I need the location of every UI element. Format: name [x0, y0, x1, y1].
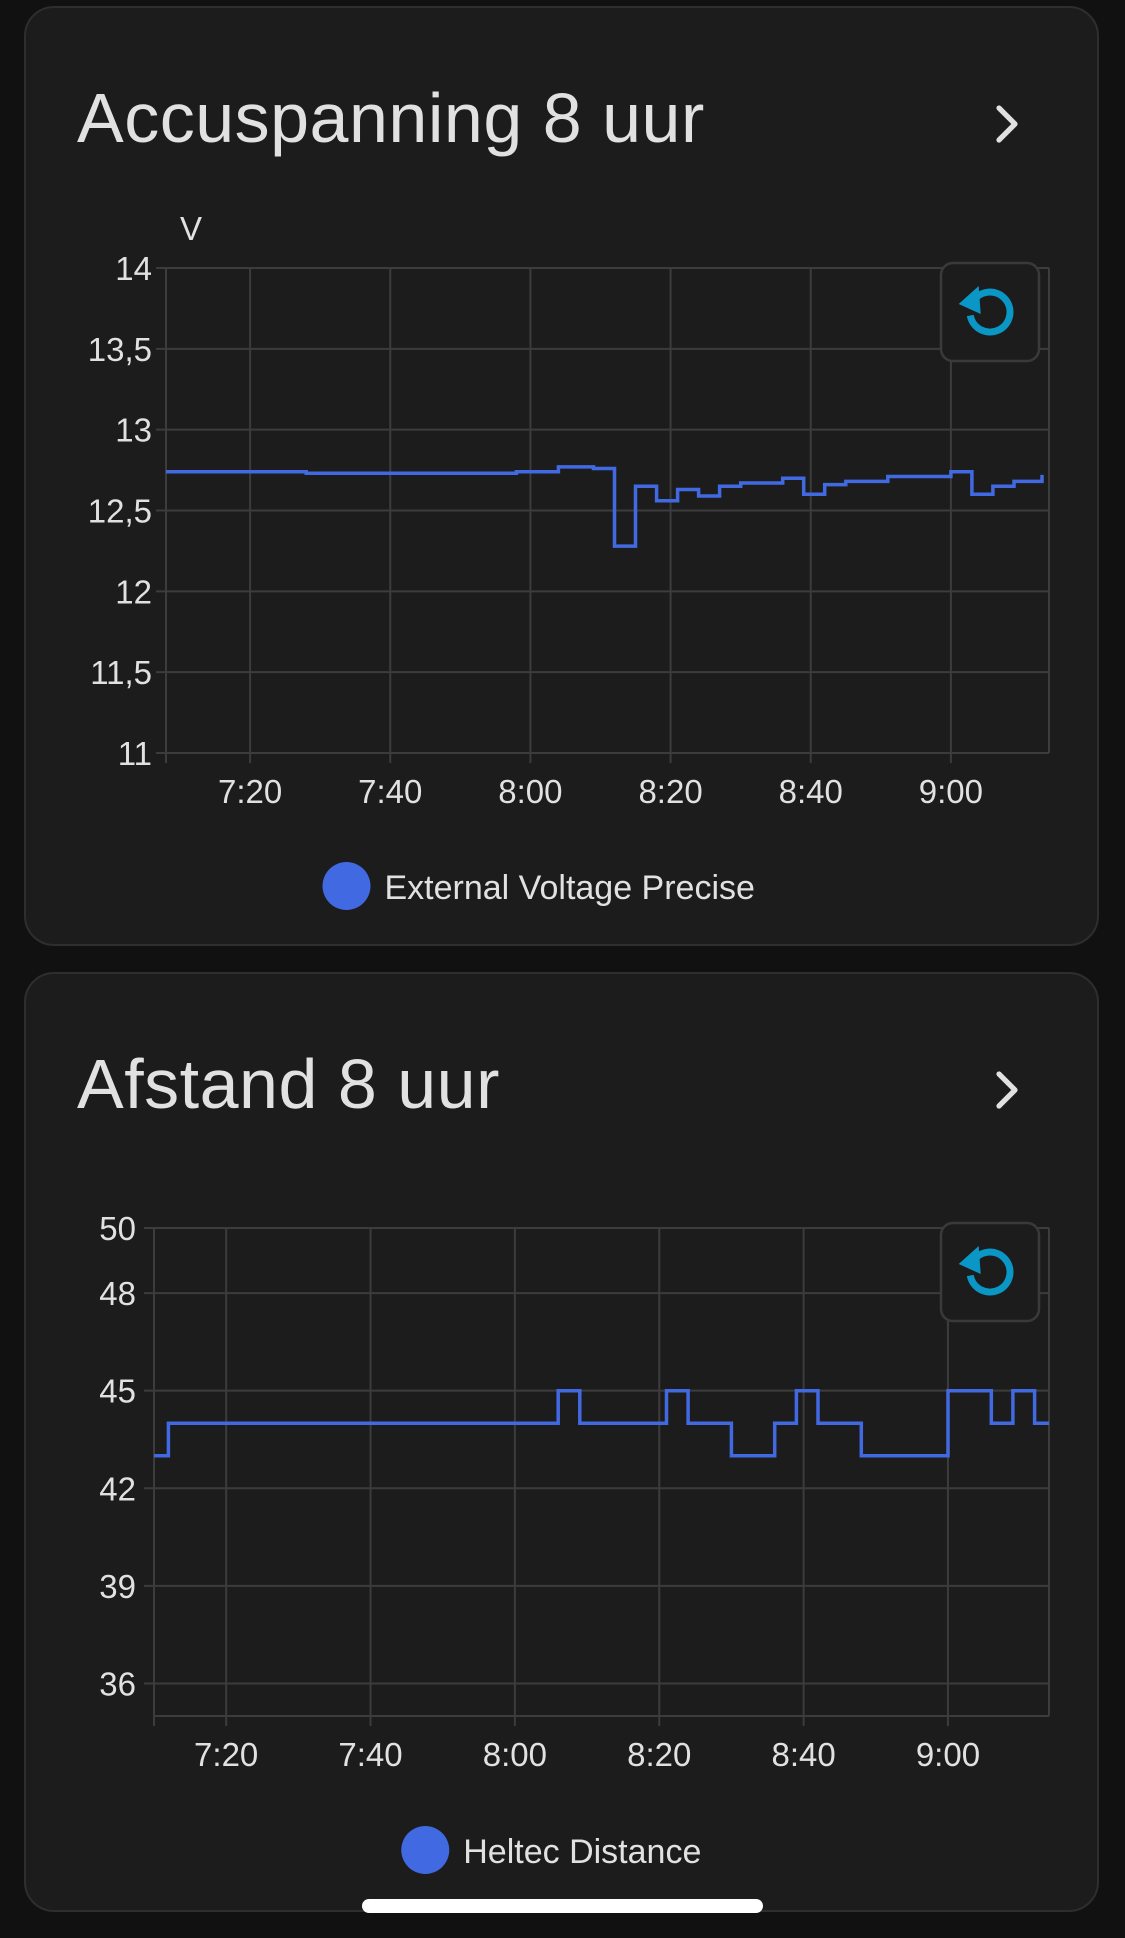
restore-icon	[958, 1246, 1014, 1296]
x-tick-label: 8:20	[627, 1736, 691, 1773]
series-line	[166, 465, 1044, 548]
chart-voltage: 14 13,5 13 12,5 12 11,5 11 7:20 7:40 8:00 8:20 8:40…	[88, 210, 1050, 910]
x-tick-label: 9:00	[916, 1736, 980, 1773]
x-tick-label: 8:00	[483, 1736, 547, 1773]
y-tick-label: 45	[99, 1373, 136, 1410]
legend-label: Heltec Distance	[463, 1833, 701, 1871]
reset-zoom-button-frame	[939, 1221, 1041, 1323]
x-tick-label: 8:40	[771, 1736, 835, 1773]
y-tick-label: 48	[99, 1275, 136, 1312]
y-tick-label: 11,5	[90, 654, 152, 691]
restore-icon-arc	[966, 288, 1014, 336]
legend-label: External Voltage Precise	[385, 869, 755, 907]
card-title-voltage: Accuspanning 8 uur	[77, 79, 705, 157]
chevron-right-icon[interactable]	[983, 1066, 1031, 1114]
card-title-distance: Afstand 8 uur	[77, 1045, 500, 1123]
y-tick-label: 50	[99, 1210, 136, 1247]
x-tick-label: 7:20	[194, 1736, 258, 1773]
home-indicator[interactable]	[362, 1899, 763, 1913]
chart-distance: 50 48 45 42 39 36 7:20 7:40 8:00 8:20 8:40 9:00 Helt…	[99, 1210, 1050, 1874]
y-tick-label: 11	[118, 735, 152, 772]
chevron-right-icon[interactable]	[983, 100, 1031, 148]
x-tick-label: 8:20	[638, 773, 702, 810]
x-tick-label: 9:00	[919, 773, 983, 810]
legend-marker	[322, 862, 371, 910]
restore-icon-arrowhead	[958, 1246, 981, 1274]
reset-zoom-button[interactable]	[939, 1221, 1041, 1323]
series-line	[154, 1388, 1049, 1458]
legend-marker	[401, 1826, 450, 1874]
x-tick-label: 8:40	[779, 773, 843, 810]
x-tick-label: 8:00	[498, 773, 562, 810]
y-tick-label: 12	[115, 573, 152, 610]
reset-zoom-button-frame	[939, 261, 1041, 363]
x-tick-label: 7:40	[338, 1736, 402, 1773]
y-tick-label: 36	[99, 1665, 136, 1702]
y-tick-label: 13	[115, 412, 152, 449]
restore-icon-arrowhead	[958, 286, 981, 314]
chart-card-voltage: 14 13,5 13 12,5 12 11,5 11 7:20 7:40 8:00 8:20 8:40…	[24, 6, 1099, 946]
y-tick-label: 14	[115, 250, 152, 287]
x-tick-label: 7:20	[218, 773, 282, 810]
y-tick-label: 13,5	[88, 331, 152, 368]
restore-icon-arc	[966, 1248, 1014, 1296]
y-tick-label: 39	[99, 1568, 136, 1605]
legend: Heltec Distance	[401, 1826, 701, 1874]
reset-zoom-button[interactable]	[939, 261, 1041, 363]
chart-card-distance: 50 48 45 42 39 36 7:20 7:40 8:00 8:20 8:40 9:00 Helt…	[24, 972, 1099, 1912]
y-axis-unit: V	[180, 210, 202, 247]
x-tick-label: 7:40	[358, 773, 422, 810]
legend: External Voltage Precise	[322, 862, 755, 910]
y-tick-label: 12,5	[88, 493, 152, 530]
y-tick-label: 42	[99, 1470, 136, 1507]
restore-icon	[958, 286, 1014, 336]
